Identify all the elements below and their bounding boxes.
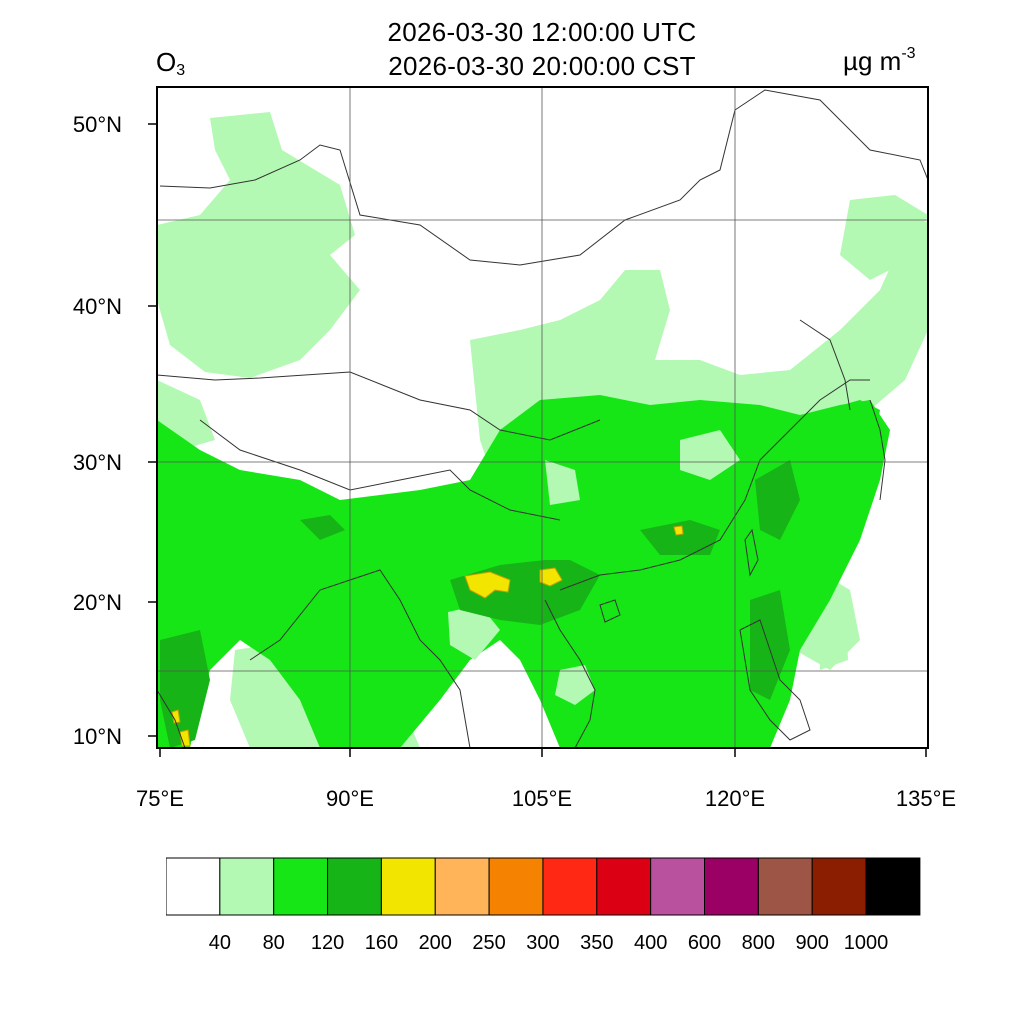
unit-text: µg m [843, 46, 902, 76]
colorbar-label: 80 [262, 932, 285, 954]
colorbar-box-6 [488, 857, 544, 916]
lon-label-135e: 135°E [895, 786, 957, 811]
lat-label-40n: 40°N [72, 294, 122, 319]
dark-green-zone-bay [300, 515, 345, 540]
colorbar-label: 40 [208, 932, 231, 954]
colorbar-box-13 [865, 857, 921, 916]
light-patch-laos [555, 665, 595, 705]
yellow-zone-guangdong [673, 525, 684, 536]
colorbar-label: 300 [526, 932, 560, 954]
colorbar-box-4 [380, 857, 436, 916]
border-line-himalaya [199, 419, 561, 521]
colorbar-box-2 [273, 857, 329, 916]
lat-label-10n: 10°N [72, 724, 122, 749]
colorbar-box-1 [219, 857, 275, 916]
light-green-zone-far-east [820, 590, 848, 670]
light-patch-jiangsu [680, 430, 740, 480]
colorbar-label: 200 [418, 932, 452, 954]
lat-label-50n: 50°N [72, 112, 122, 137]
colorbar-box-11 [757, 857, 813, 916]
colorbar [166, 857, 921, 916]
dark-green-zone-sea [750, 590, 790, 700]
light-green-zone-north [157, 112, 360, 378]
coastline-indochina [544, 599, 596, 748]
islands-philippines [739, 619, 811, 741]
colorbar-box-8 [596, 857, 652, 916]
colorbar-label: 120 [310, 932, 345, 954]
variable-label: O3 [156, 47, 185, 80]
colorbar-label: 250 [472, 932, 506, 954]
lat-label-30n: 30°N [72, 450, 122, 475]
lon-label-75e: 75°E [136, 786, 184, 811]
light-patch-yunnan [448, 605, 500, 660]
dark-green-zone-guangdong [640, 520, 720, 555]
colorbar-box-10 [704, 857, 759, 916]
colorbar-label: 350 [580, 932, 614, 954]
island-hainan [599, 599, 621, 623]
colorbar-label: 400 [633, 932, 668, 954]
title-local: 2026-03-30 20:00:00 CST [388, 51, 696, 81]
colorbar-label: 800 [741, 932, 776, 954]
axis-ticks [148, 123, 927, 757]
colorbar-box-3 [327, 857, 382, 916]
colorbar-box-9 [650, 857, 705, 916]
lon-label-105e: 105°E [511, 786, 573, 811]
colorbar-label: 1000 [843, 932, 889, 954]
coastline-south-china [559, 379, 870, 591]
island-taiwan [744, 528, 759, 577]
lon-label-90e: 90°E [326, 786, 374, 811]
yellow-zone-india-1 [171, 709, 181, 724]
border-line-plateau [157, 371, 601, 441]
yellow-zone-vietnam [539, 567, 563, 587]
dark-green-zone-india [160, 630, 210, 748]
ozone-field [157, 87, 928, 748]
variable-name: O [156, 47, 177, 77]
colorbar-label: 160 [364, 932, 399, 954]
coastline-india [157, 689, 186, 748]
light-patch-sichuan [545, 460, 580, 505]
coastline-korea [799, 319, 851, 411]
yellow-zone-myanmar [464, 571, 511, 599]
lat-label-20n: 20°N [72, 590, 122, 615]
coastline-bay-bengal [249, 569, 471, 748]
lon-label-120e: 120°E [704, 786, 766, 811]
graticule [157, 87, 928, 748]
colorbar-box-0 [166, 857, 221, 916]
island-japan [869, 399, 886, 501]
colorbar-label: 900 [795, 932, 829, 954]
colorbar-box-12 [811, 857, 867, 916]
border-line-north [159, 89, 928, 266]
colorbar-label: 600 [687, 932, 722, 954]
unit-exponent: -3 [901, 45, 916, 62]
dark-green-zone-taiwan [755, 460, 800, 540]
variable-subscript: 3 [176, 62, 186, 79]
light-green-zone-northeast [840, 195, 928, 280]
title-utc: 2026-03-30 12:00:00 UTC [387, 17, 697, 47]
green-zone-coast [750, 400, 880, 640]
colorbar-box-7 [542, 857, 598, 916]
unit-label: µg m-3 [843, 45, 916, 77]
colorbar-box-5 [434, 857, 490, 916]
